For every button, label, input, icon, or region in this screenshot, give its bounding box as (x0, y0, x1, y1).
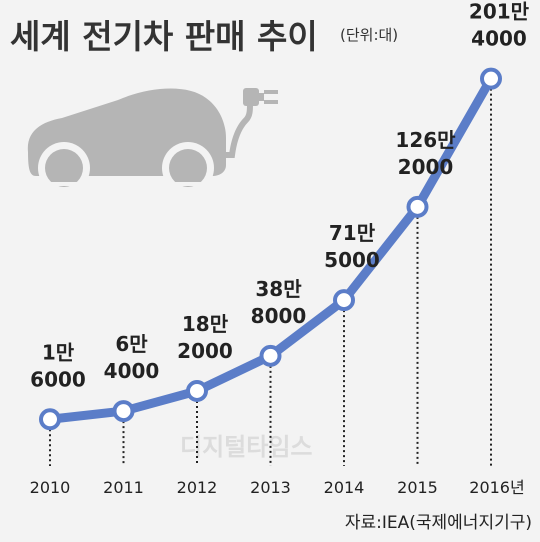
watermark: 디지털타임스 (180, 433, 312, 461)
data-label: 1만 6000 (30, 340, 86, 391)
x-tick-label: 2011 (103, 478, 144, 497)
chart-unit: (단위:대) (340, 26, 398, 44)
x-tick-label: 2010 (30, 478, 71, 497)
data-label: 71만 5000 (324, 221, 380, 272)
data-point (480, 67, 502, 90)
x-tick-label: 2014 (324, 478, 365, 497)
x-tick-label: 2016년 (469, 478, 524, 497)
data-point (259, 344, 282, 367)
data-point (333, 289, 355, 312)
data-label: 6만 4000 (104, 332, 160, 383)
x-axis-tick-labels: 2010 2011 2012 2013 2014 2015 2016년 (30, 478, 525, 497)
value-labels: 1만 6000 6만 4000 18만 2000 38만 8000 71만 5000 126만 200… (30, 0, 530, 391)
source-note: 자료:IEA(국제에너지기구) (345, 513, 532, 533)
data-label: 126만 2000 (395, 128, 456, 179)
x-tick-label: 2015 (397, 478, 438, 497)
x-tick-label: 2012 (177, 478, 218, 497)
data-point (406, 195, 429, 218)
data-point (186, 379, 208, 402)
data-point (39, 408, 61, 431)
chart-title: 세계 전기차 판매 추이 (10, 17, 318, 56)
x-tick-label: 2013 (250, 478, 291, 497)
data-label: 18만 2000 (177, 312, 233, 363)
data-label: 38만 8000 (251, 277, 307, 328)
plug-icon (219, 88, 278, 158)
car-icon (27, 88, 226, 194)
data-point (112, 400, 135, 423)
data-label: 201만 4000 (469, 0, 530, 51)
markers (39, 67, 502, 431)
drop-lines (49, 88, 492, 466)
